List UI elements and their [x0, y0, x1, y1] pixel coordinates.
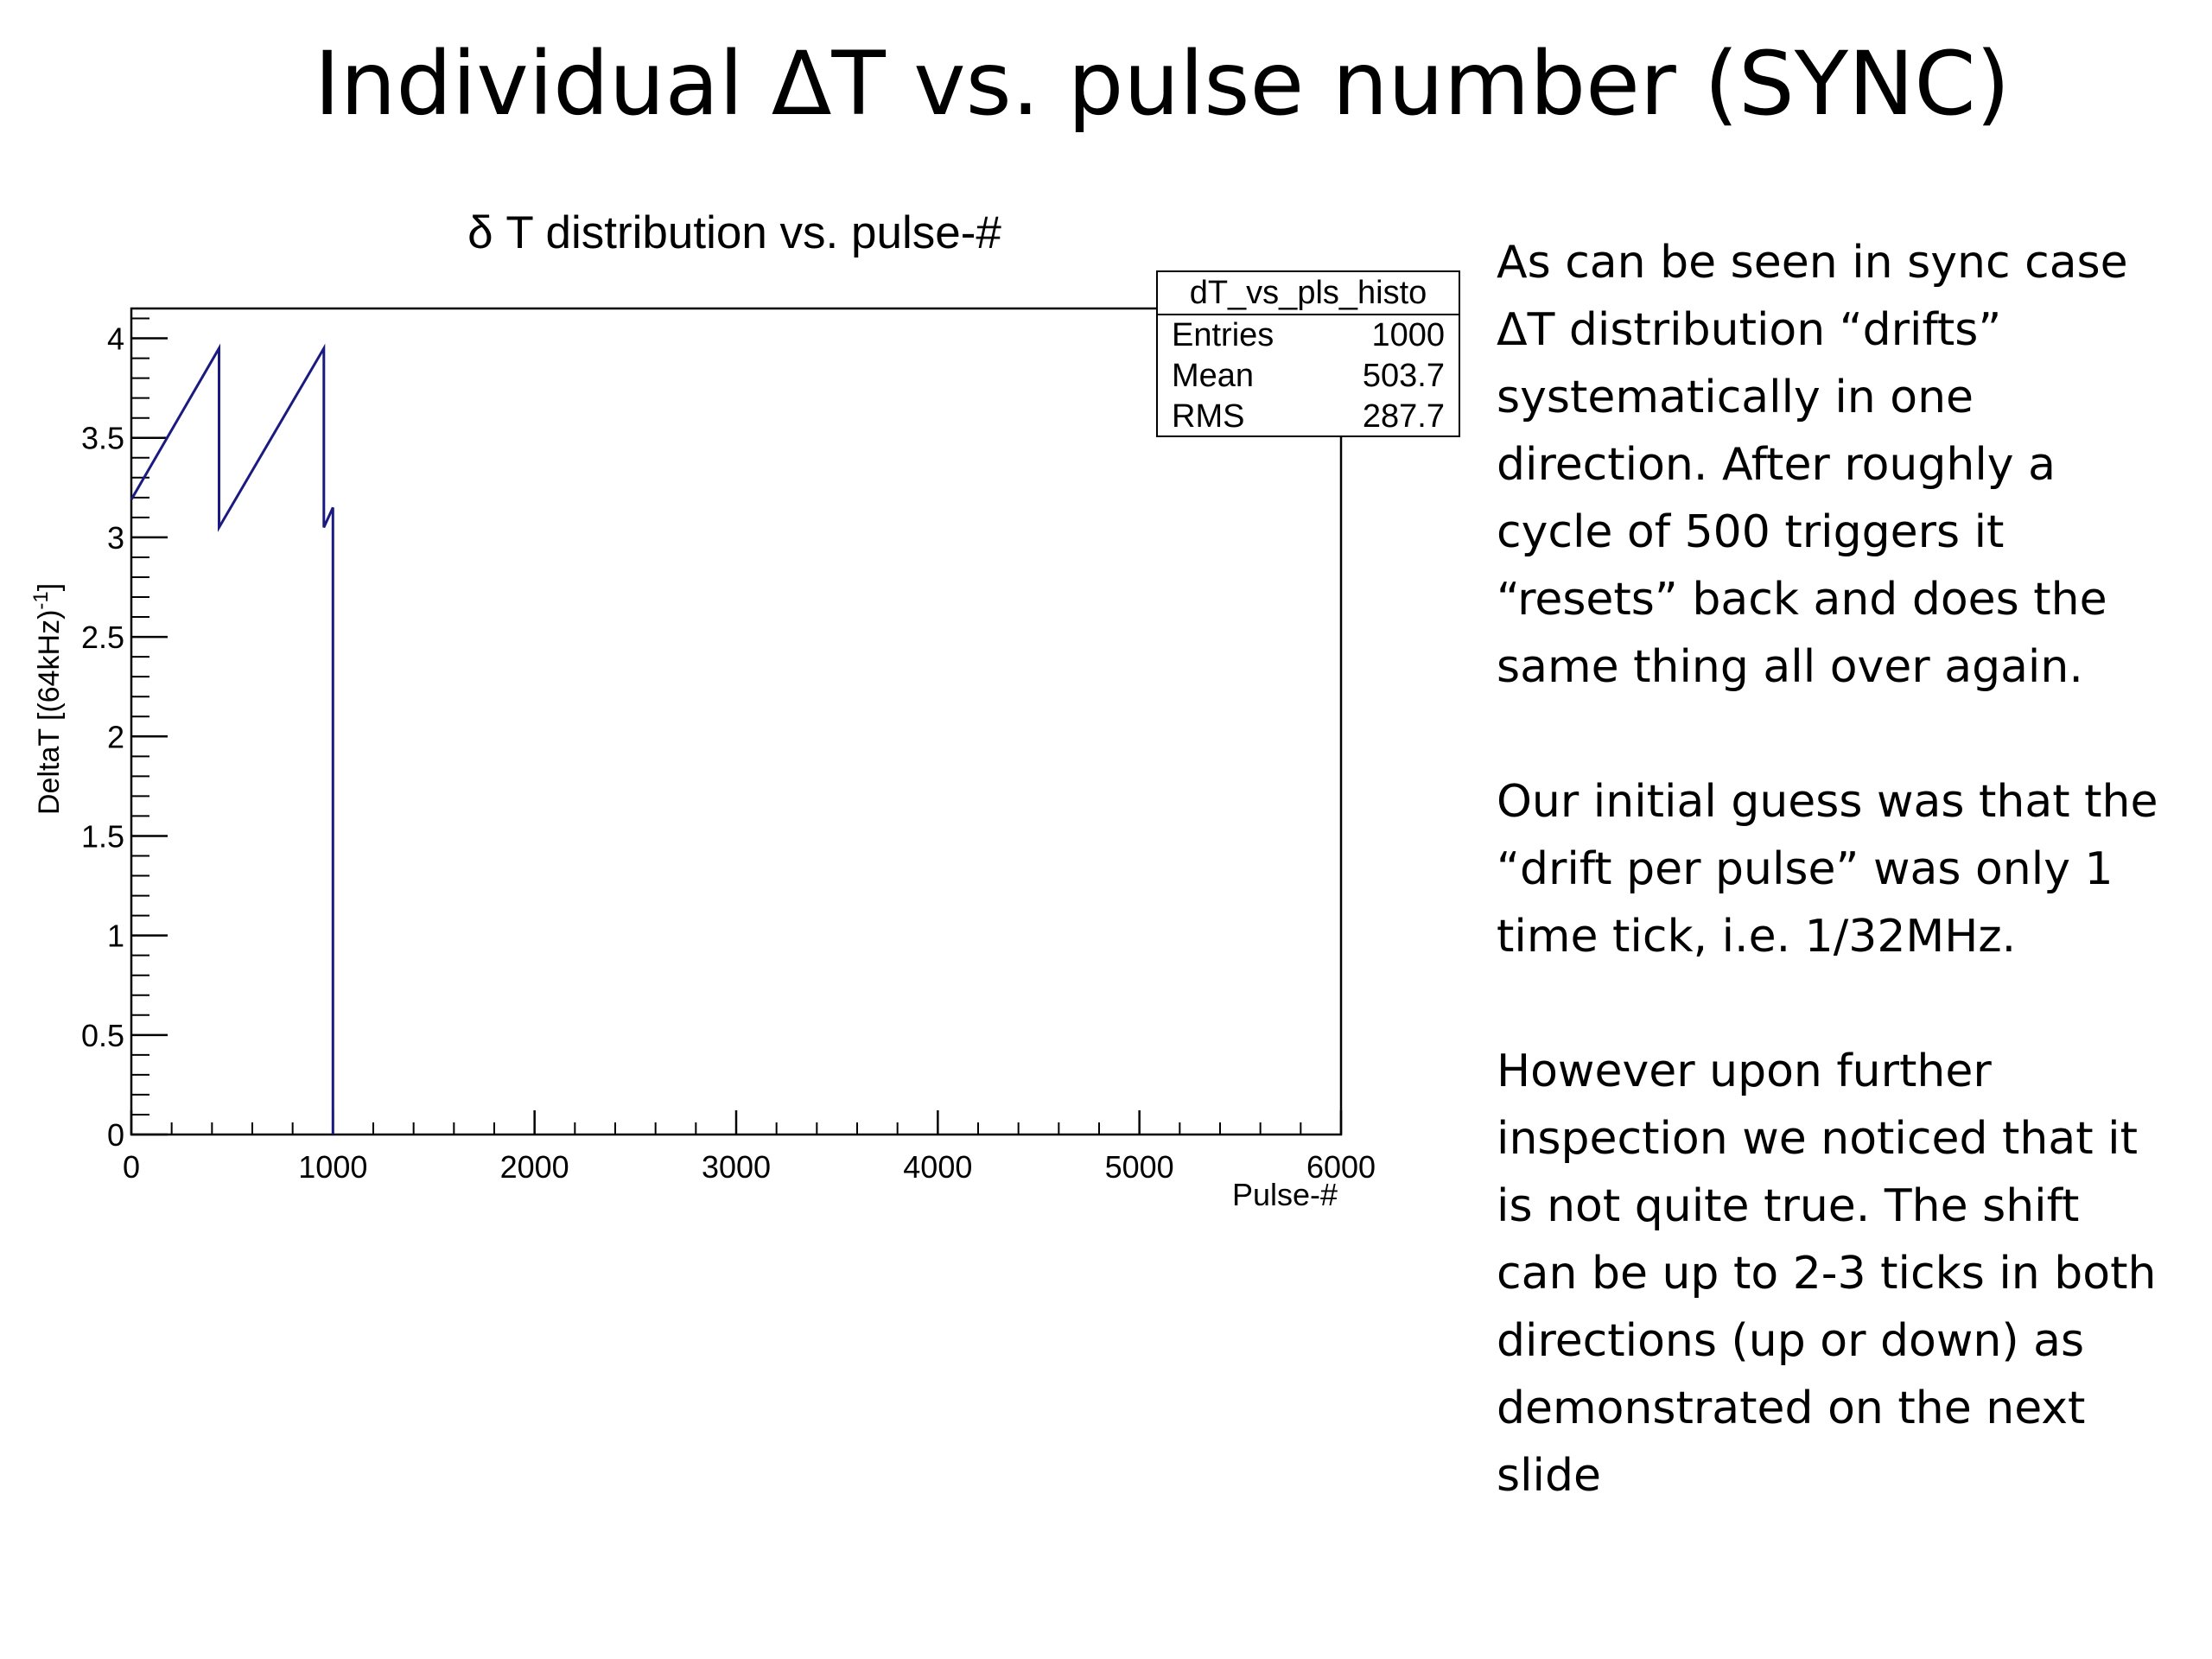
stats-box-title: dT_vs_pls_histo	[1158, 272, 1459, 315]
chart-title: δ T distribution vs. pulse-#	[467, 207, 1001, 258]
notes-text: As can be seen in sync case ΔT distribut…	[1497, 229, 2196, 1510]
x-tick-label: 3000	[702, 1149, 771, 1185]
y-axis-label-main: DeltaT [(64kHz)	[33, 610, 66, 815]
y-tick-label: 3	[107, 520, 124, 556]
x-axis: 0 1000 2000 3000 4000 5000 6000	[123, 1110, 1376, 1185]
stats-value: 1000	[1371, 317, 1445, 353]
y-tick-label: 2	[107, 719, 124, 754]
stats-box: dT_vs_pls_histo Entries 1000 Mean 503.7 …	[1156, 270, 1460, 437]
y-tick-label: 0.5	[81, 1018, 124, 1053]
notes-paragraph: As can be seen in sync case ΔT distribut…	[1497, 237, 2128, 693]
x-tick-label: 1000	[298, 1149, 367, 1185]
x-tick-label: 5000	[1105, 1149, 1174, 1185]
stats-value: 503.7	[1362, 358, 1445, 394]
series-layer	[130, 343, 334, 1135]
x-axis-label: Pulse-#	[1232, 1177, 1338, 1212]
stats-label: RMS	[1172, 398, 1245, 435]
chart: 0 0.5 1 1.5 2 2.5 3 3.5 4 0 1000 2000 3000 4000 5000 6…	[29, 307, 1376, 1212]
y-tick-label: 3.5	[81, 421, 124, 456]
stats-label: Mean	[1172, 358, 1255, 394]
series-line	[130, 343, 334, 1135]
y-axis: 0 0.5 1 1.5 2 2.5 3 3.5 4	[81, 317, 168, 1153]
stats-row-entries: Entries 1000	[1158, 315, 1459, 356]
x-tick-label: 4000	[903, 1149, 972, 1185]
notes-paragraph: However upon further inspection we notic…	[1497, 1046, 2157, 1502]
y-axis-label-exponent: -1	[29, 591, 53, 609]
y-tick-label: 1.5	[81, 818, 124, 854]
notes-paragraph: Our initial guess was that the “drift pe…	[1497, 776, 2158, 963]
y-tick-label: 2.5	[81, 620, 124, 655]
y-tick-label: 4	[107, 321, 124, 357]
slide-title: Individual ΔT vs. pulse number (SYNC)	[314, 33, 2011, 136]
y-tick-label: 1	[107, 918, 124, 954]
y-axis-label: DeltaT [(64kHz)-1]	[29, 583, 67, 815]
x-tick-label: 0	[123, 1149, 140, 1185]
y-tick-label: 0	[107, 1117, 124, 1153]
stats-label: Entries	[1172, 317, 1274, 353]
stats-row-mean: Mean 503.7	[1158, 356, 1459, 397]
x-tick-label: 2000	[500, 1149, 569, 1185]
y-axis-label-suffix: ]	[33, 583, 66, 591]
stats-value: 287.7	[1362, 398, 1445, 435]
stats-row-rms: RMS 287.7	[1158, 397, 1459, 437]
x-tick-label: 6000	[1306, 1149, 1376, 1185]
